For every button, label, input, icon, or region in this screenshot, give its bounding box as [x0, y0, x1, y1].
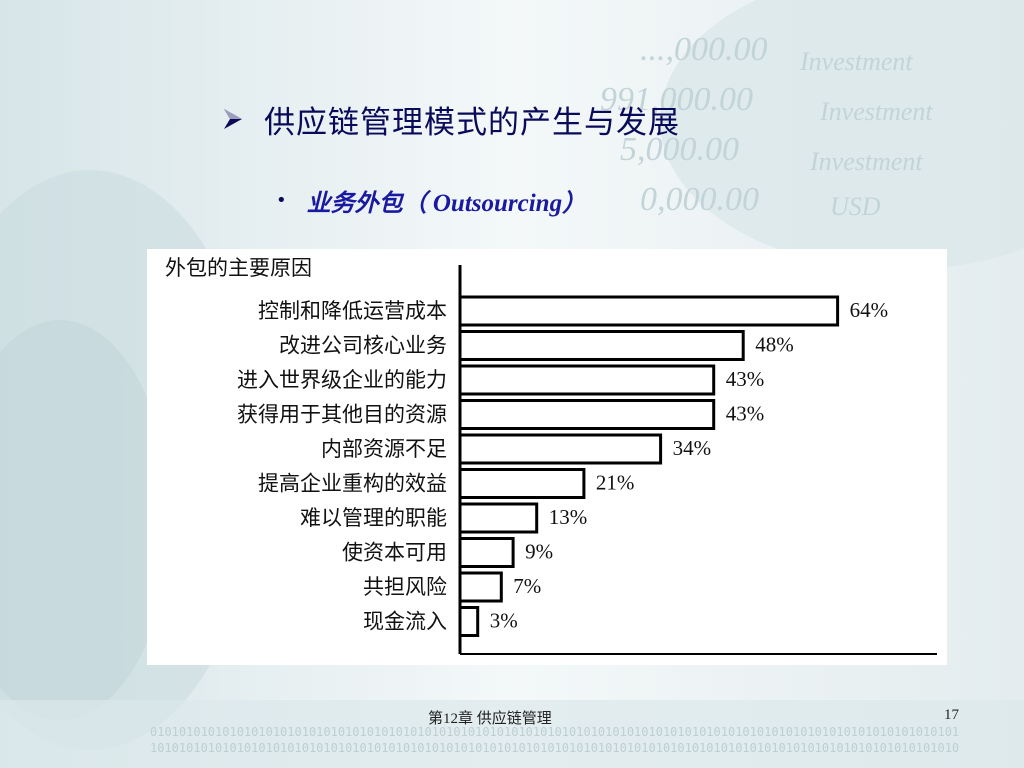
svg-text:...,000.00: ...,000.00 [640, 31, 768, 68]
bullet-dot-icon: • [276, 189, 287, 211]
bar-8 [458, 537, 515, 568]
value-label-9: 7% [513, 574, 541, 598]
bar-7 [458, 502, 539, 534]
bar-9 [458, 571, 503, 603]
value-label-4: 43% [726, 402, 765, 426]
value-label-8: 9% [525, 540, 553, 564]
bar-3 [458, 364, 716, 396]
category-label-10: 现金流入 [363, 610, 447, 634]
bar-6 [458, 468, 586, 499]
bullet-en: Outsourcing [426, 189, 563, 217]
category-label-2: 改进公司核心业务 [279, 334, 447, 358]
category-label-4: 获得用于其他目的资源 [237, 403, 447, 427]
slide-title-row: 供应链管理模式的产生与发展 [222, 94, 680, 144]
slide-title: 供应链管理模式的产生与发展 [264, 104, 680, 141]
svg-text:Investment: Investment [799, 47, 913, 76]
category-label-8: 使资本可用 [342, 541, 447, 565]
svg-text:101010101010101010101010101010: 1010101010101010101010101010101010101010… [150, 741, 959, 755]
bar-5 [458, 433, 663, 465]
category-label-3: 进入世界级企业的能力 [237, 368, 447, 392]
outsourcing-chart: 外包的主要原因控制和降低运营成本 64% 改进公司核心业务 48% 进入世界级企业的能力… [147, 249, 947, 665]
svg-text:Investment: Investment [809, 147, 923, 176]
value-label-1: 64% [850, 298, 889, 322]
bullet-close: ） [562, 188, 587, 217]
value-label-2: 48% [755, 333, 794, 357]
svg-text:0,000.00: 0,000.00 [640, 181, 759, 218]
footer-chapter: 第12章 供应链管理 [428, 711, 552, 727]
category-label-6: 提高企业重构的效益 [258, 472, 447, 496]
bullet-cn: 业务外包（ [306, 188, 427, 217]
svg-text:5,000.00: 5,000.00 [620, 131, 739, 168]
page-number: 17 [944, 707, 959, 723]
bar-2 [458, 330, 745, 361]
chart-title: 外包的主要原因 [165, 256, 312, 280]
bar-10 [458, 606, 480, 637]
bullet-item: • 业务外包（ Outsourcing） [276, 180, 586, 220]
arrow-right-icon [224, 109, 242, 129]
value-label-3: 43% [726, 367, 765, 391]
bar-1 [458, 295, 840, 327]
bar-4 [458, 399, 716, 430]
category-label-9: 共担风险 [363, 575, 447, 599]
svg-text:Investment: Investment [819, 97, 933, 126]
value-label-6: 21% [596, 471, 635, 495]
bullet-text: 业务外包（ Outsourcing） [307, 183, 586, 218]
svg-text:010101010101010101010101010101: 0101010101010101010101010101010101010101… [150, 725, 959, 739]
value-label-5: 34% [673, 436, 712, 460]
svg-text:991,000.00: 991,000.00 [600, 81, 753, 118]
category-label-5: 内部资源不足 [321, 437, 447, 461]
category-label-7: 难以管理的职能 [300, 506, 447, 530]
svg-text:USD: USD [830, 192, 881, 221]
category-label-1: 控制和降低运营成本 [258, 299, 447, 323]
value-label-7: 13% [549, 505, 588, 529]
value-label-10: 3% [490, 609, 518, 633]
